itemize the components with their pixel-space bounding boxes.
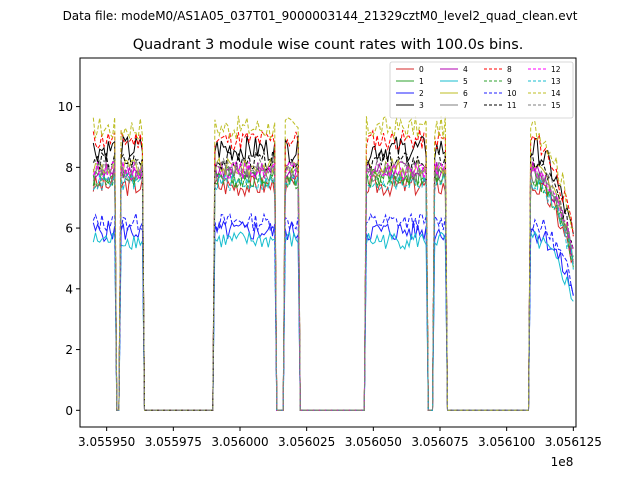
legend-label-8: 8	[507, 65, 512, 74]
legend-label-0: 0	[419, 65, 424, 74]
x-offset-label: 1e8	[551, 455, 574, 469]
x-tick-label: 3.056100	[478, 435, 535, 449]
y-axis: 0 2 4 6 8 10	[58, 100, 80, 418]
x-tick-label: 3.055950	[78, 435, 135, 449]
legend-label-15: 15	[551, 101, 561, 110]
legend-label-11: 11	[507, 101, 517, 110]
legend-box	[389, 61, 574, 119]
y-tick-label: 10	[58, 100, 73, 114]
legend-label-7: 7	[463, 101, 468, 110]
legend-label-5: 5	[463, 77, 468, 86]
legend-label-14: 14	[551, 89, 561, 98]
legend-label-10: 10	[507, 89, 517, 98]
x-tick-label: 3.056075	[411, 435, 468, 449]
legend-label-4: 4	[463, 65, 468, 74]
legend-label-12: 12	[551, 65, 561, 74]
plot-frame	[79, 57, 577, 428]
legend-label-1: 1	[419, 77, 424, 86]
y-tick-label: 4	[65, 282, 73, 296]
legend-label-9: 9	[507, 77, 512, 86]
series-line-15	[92, 156, 574, 411]
x-axis: 3.055950 3.055975 3.056000 3.056025 3.056050…	[78, 427, 602, 449]
y-tick-label: 0	[65, 404, 73, 418]
series-lines	[92, 115, 574, 411]
chart-title: Quadrant 3 module wise count rates with …	[133, 37, 524, 53]
chart-suptitle: Data file: modeM0/AS1A05_037T01_90000031…	[63, 9, 578, 23]
y-tick-label: 6	[65, 222, 73, 236]
x-tick-label: 3.056050	[345, 435, 402, 449]
y-tick-label: 2	[65, 343, 73, 357]
y-tick-label: 8	[65, 161, 73, 175]
x-tick-label: 3.056000	[211, 435, 268, 449]
x-tick-label: 3.055975	[145, 435, 202, 449]
x-tick-label: 3.056125	[545, 435, 602, 449]
legend-label-6: 6	[463, 89, 468, 98]
legend-label-2: 2	[419, 89, 424, 98]
x-tick-label: 3.056025	[278, 435, 335, 449]
legend-label-3: 3	[419, 101, 424, 110]
legend-label-13: 13	[551, 77, 561, 86]
